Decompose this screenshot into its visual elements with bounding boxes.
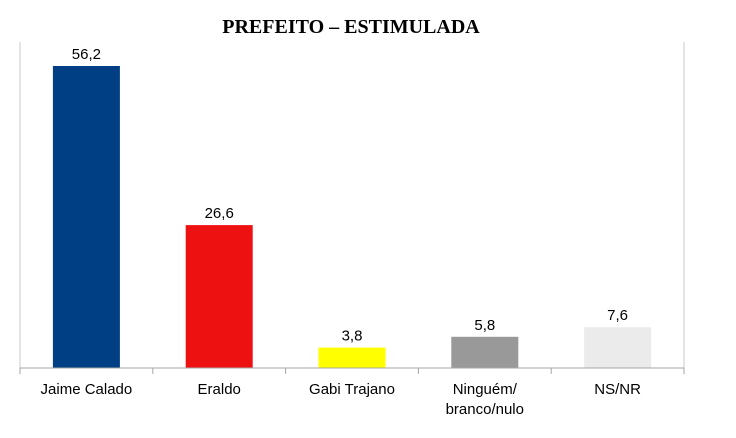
category-label: branco/nulo <box>446 401 524 418</box>
data-label: 5,8 <box>474 317 495 334</box>
category-label: NS/NR <box>594 381 641 398</box>
bar <box>52 66 120 368</box>
data-label: 56,2 <box>72 46 101 63</box>
chart-title: PREFEITO – ESTIMULADA <box>222 16 480 38</box>
value-labels-layer: 56,2 26,6 3,8 5,8 7,6 <box>72 46 628 345</box>
data-label: 26,6 <box>205 205 234 222</box>
bar <box>318 347 386 368</box>
bar <box>584 327 652 368</box>
data-label: 3,8 <box>342 328 363 345</box>
category-label: Ninguém/ <box>453 381 518 398</box>
bar <box>185 225 253 368</box>
category-label: Gabi Trajano <box>309 381 395 398</box>
bars-layer <box>52 66 652 368</box>
data-label: 7,6 <box>607 307 628 324</box>
x-axis-ticks <box>19 368 685 374</box>
category-label: Jaime Calado <box>41 381 133 398</box>
bar <box>451 336 519 368</box>
category-labels-layer: Jaime Calado Eraldo Gabi Trajano Ninguém/br… <box>41 381 642 418</box>
category-label: Eraldo <box>198 381 241 398</box>
